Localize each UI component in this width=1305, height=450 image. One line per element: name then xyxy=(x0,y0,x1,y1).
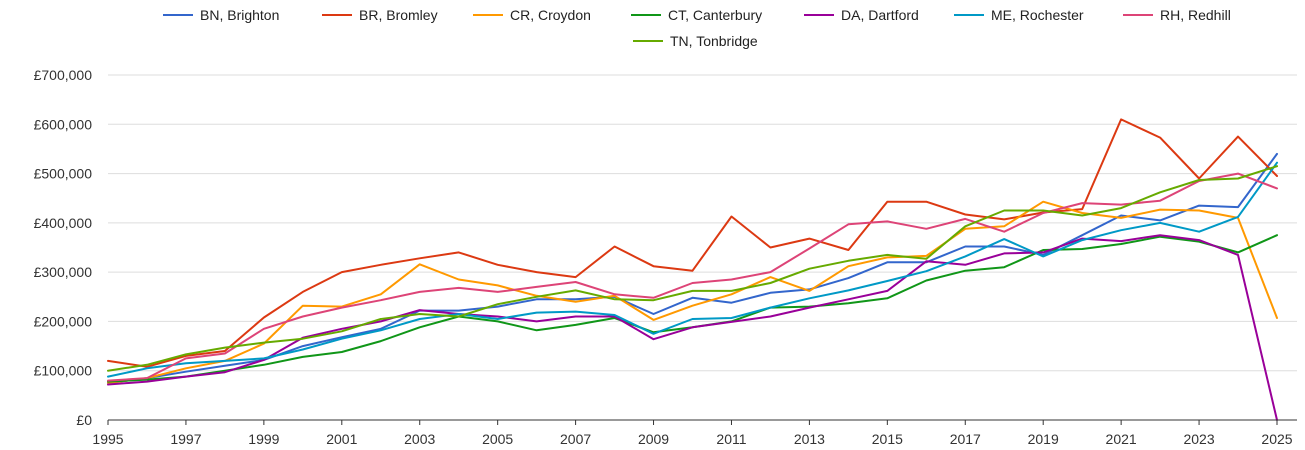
x-tick-label: 1999 xyxy=(248,431,279,447)
x-tick-label: 2005 xyxy=(482,431,513,447)
series-line-rh xyxy=(107,172,1278,382)
x-tick-label: 2013 xyxy=(794,431,825,447)
legend-label: CT, Canterbury xyxy=(668,7,762,23)
legend-label: ME, Rochester xyxy=(991,7,1084,23)
x-tick-label: 2021 xyxy=(1106,431,1137,447)
legend-label: BR, Bromley xyxy=(359,7,438,23)
y-tick-label: £100,000 xyxy=(34,363,93,379)
series-line-br xyxy=(107,118,1278,368)
x-tick-label: 2025 xyxy=(1261,431,1292,447)
x-tick-label: 2003 xyxy=(404,431,435,447)
x-tick-label: 2019 xyxy=(1028,431,1059,447)
y-tick-label: £200,000 xyxy=(34,313,93,329)
x-tick-label: 2001 xyxy=(326,431,357,447)
x-tick-label: 2017 xyxy=(950,431,981,447)
x-tick-label: 1997 xyxy=(170,431,201,447)
series-line-da xyxy=(107,234,1278,421)
series-line-tn xyxy=(107,165,1278,372)
series-line-cr xyxy=(107,200,1278,384)
series-line-ct xyxy=(107,234,1278,383)
legend-label: BN, Brighton xyxy=(200,7,279,23)
grid xyxy=(108,74,1297,372)
x-tick-label: 2011 xyxy=(716,431,746,447)
x-tick-label: 1995 xyxy=(92,431,123,447)
x-tick-label: 2007 xyxy=(560,431,591,447)
x-tick-label: 2015 xyxy=(872,431,903,447)
legend: BN, Brighton BR, Bromley CR, Croydon CT, Ca… xyxy=(163,7,1231,49)
y-tick-label: £500,000 xyxy=(34,166,93,182)
series-line-bn xyxy=(107,152,1278,384)
legend-label: DA, Dartford xyxy=(841,7,919,23)
y-tick-label: £600,000 xyxy=(34,116,93,132)
x-tick-label: 2009 xyxy=(638,431,669,447)
y-tick-label: £300,000 xyxy=(34,264,93,280)
y-tick-label: £0 xyxy=(76,412,92,428)
series-line-me xyxy=(107,161,1278,378)
y-tick-label: £700,000 xyxy=(34,67,93,83)
legend-label: TN, Tonbridge xyxy=(670,33,758,49)
axes: £0 £100,000 £200,000 £300,000 £400,000 £500,0… xyxy=(34,67,1297,447)
legend-label: CR, Croydon xyxy=(510,7,591,23)
x-tick-label: 2023 xyxy=(1183,431,1214,447)
legend-label: RH, Redhill xyxy=(1160,7,1231,23)
series-lines xyxy=(107,118,1278,421)
y-tick-label: £400,000 xyxy=(34,215,93,231)
